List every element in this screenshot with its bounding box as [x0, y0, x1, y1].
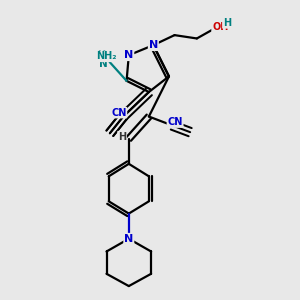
Text: N: N [124, 234, 134, 244]
Text: N: N [149, 40, 158, 50]
Text: N: N [99, 59, 107, 69]
Text: CN: CN [111, 108, 127, 118]
Text: H: H [97, 50, 105, 60]
Text: NH₂: NH₂ [96, 51, 117, 61]
Text: OH: OH [212, 22, 229, 32]
Text: N: N [124, 50, 134, 60]
Text: CN: CN [167, 117, 183, 127]
Text: H: H [223, 18, 231, 28]
Text: H: H [118, 132, 126, 142]
